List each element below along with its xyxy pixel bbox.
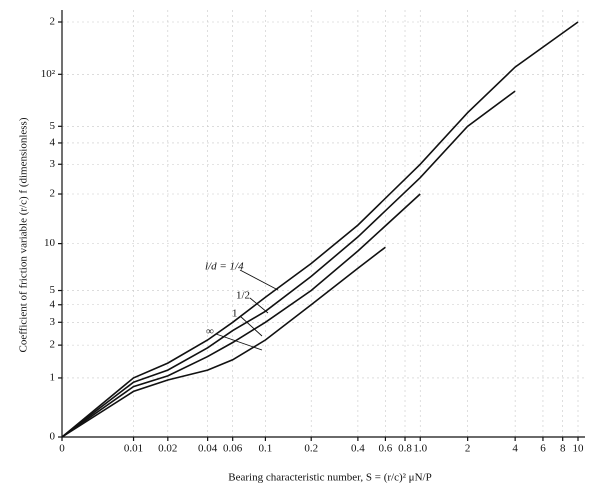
y-tick-label: 5 [50,284,56,296]
x-tick-label: 0.06 [223,443,243,455]
line-series [61,246,386,438]
line-series [61,193,421,438]
series-label: 1 [232,308,238,320]
x-axis-label: Bearing characteristic number, S = (r/c)… [228,472,431,484]
series-label: l/d = 1/4 [205,261,244,273]
y-tick-label: 3 [50,316,56,328]
arrow [215,333,263,351]
x-tick-label: 0 [59,443,65,455]
y-tick-label: 2 [50,188,56,200]
series-label: 1/2 [236,290,250,302]
x-tick-label: 4 [512,443,518,455]
series-label: ∞ [206,326,214,338]
x-tick-label: 0.2 [304,443,318,455]
plot [61,21,579,438]
y-tick-label: 5 [50,120,56,132]
y-axis-label: Coefficient of friction variable (r/c) f… [18,117,30,352]
arrow [249,297,269,314]
x-tick-label: 0.02 [158,443,177,455]
y-tick-label: 10² [41,68,56,80]
line-series [61,21,579,438]
y-tick-label: 2 [50,339,56,351]
grid [61,10,585,438]
x-tick-label: 0.04 [198,443,218,455]
x-tick-label: 0.01 [124,443,143,455]
y-tick-label: 2 [50,16,56,28]
arrow [239,315,263,337]
arrow [239,269,279,291]
y-tick-label: 1 [50,371,56,383]
x-tick-label: 8 [560,443,566,455]
x-tick-label: 2 [465,443,471,455]
x-tick-label: 0.4 [351,443,365,455]
x-tick-label: 0.8 [398,443,412,455]
y-tick-label: 0 [50,431,56,443]
y-tick-label: 10 [44,237,56,249]
y-tick-label: 4 [50,298,56,310]
x-tick-label: 1.0 [413,443,427,455]
x-tick-label: 10 [573,443,585,455]
x-tick-label: 0.6 [379,443,393,455]
x-tick-label: 0.1 [259,443,273,455]
x-tick-label: 6 [540,443,546,455]
y-tick-label: 4 [50,136,56,148]
y-tick-label: 3 [50,158,56,170]
